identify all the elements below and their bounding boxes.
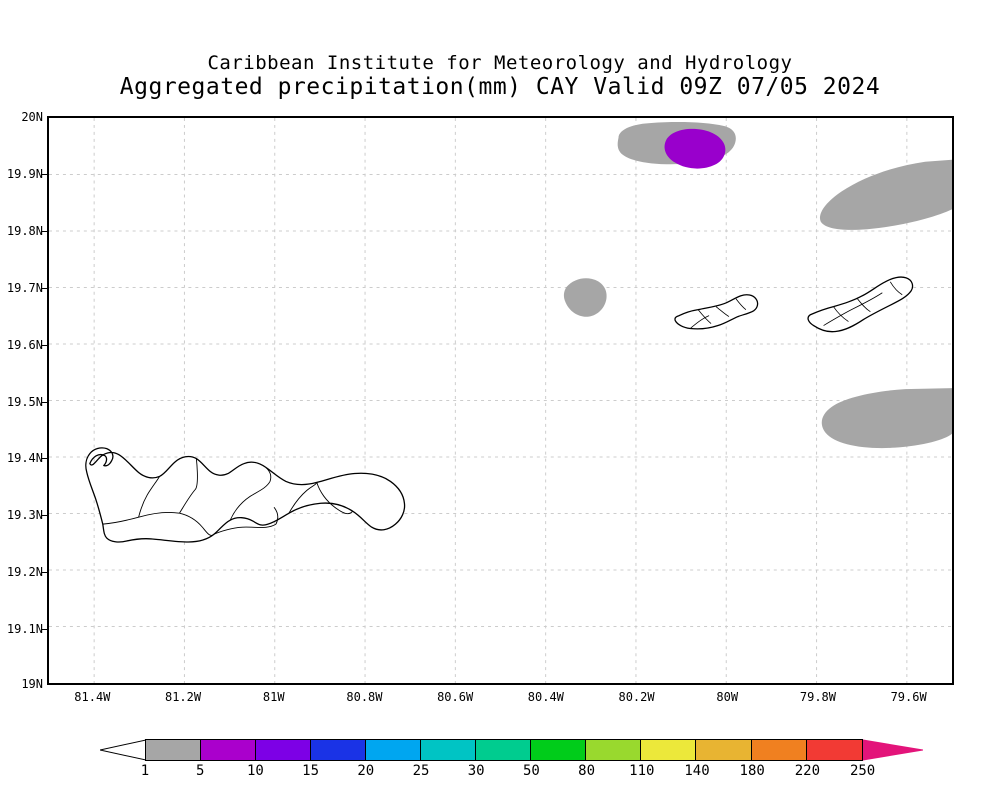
x-tick-81-2w: 81.2W: [164, 690, 202, 704]
colorbar-tick-220: 220: [794, 763, 821, 779]
colorbar-tick-250: 250: [849, 763, 876, 779]
page-title: Aggregated precipitation(mm) CAY Valid 0…: [119, 74, 881, 100]
map-gridlines: [49, 118, 952, 683]
colorbar-over-arrow-icon: [862, 739, 923, 761]
colorbar-band-7[interactable]: [531, 740, 587, 760]
colorbar-band-3[interactable]: [311, 740, 367, 760]
y-tick-19-6n: 19.6N: [6, 337, 43, 352]
colorbar-tick-5: 5: [195, 763, 205, 779]
island-little-cayman: [674, 294, 759, 330]
colorbar-tick-140: 140: [684, 763, 710, 779]
x-tick-80-2w: 80.2W: [618, 690, 655, 704]
little-cayman-detail: [689, 298, 747, 329]
colorbar-tick-180: 180: [739, 763, 765, 779]
colorbar-tick-110: 110: [629, 763, 655, 779]
colorbar-band-0[interactable]: [146, 740, 202, 760]
colorbar-bands[interactable]: [145, 739, 863, 761]
y-tick-19-7n: 19.7N: [6, 280, 43, 295]
colorbar-band-12[interactable]: [806, 740, 862, 760]
map-plot-area[interactable]: [47, 116, 954, 685]
y-tick-19-2n: 19.2N: [6, 565, 43, 580]
colorbar-band-10[interactable]: [696, 740, 752, 760]
colorbar-tick-50: 50: [522, 763, 540, 779]
colorbar-tick-1: 1: [140, 763, 150, 779]
x-tick-80-8w: 80.8W: [346, 690, 383, 704]
grand-cayman-districts: [102, 458, 354, 536]
cayman-brac-detail: [823, 281, 903, 326]
colorbar-tick-25: 25: [412, 763, 430, 779]
island-cayman-brac: [807, 276, 914, 333]
gray-blob-central: [563, 278, 607, 317]
y-tick-19-3n: 19.3N: [6, 508, 43, 523]
precip-band-5-10mm: [664, 128, 726, 169]
colorbar-tick-20: 20: [357, 763, 375, 779]
colorbar[interactable]: 1 5 10 15 20 25 30 50 80 110 140 180 220…: [100, 739, 923, 779]
x-tick-80w: 80W: [716, 690, 739, 704]
colorbar-under-arrow-icon: [100, 739, 146, 761]
colorbar-band-6[interactable]: [476, 740, 532, 760]
island-grand-cayman: [85, 447, 406, 543]
y-tick-19n: 19N: [21, 677, 43, 691]
magenta-core-north: [664, 128, 726, 169]
y-tick-19-9n: 19.9N: [6, 166, 43, 181]
colorbar-band-11[interactable]: [751, 740, 807, 760]
colorbar-band-5[interactable]: [421, 740, 477, 760]
precipitation-map: [49, 118, 952, 683]
chart-title-block: Caribbean Institute for Meteorology and …: [0, 52, 1000, 100]
y-tick-19-4n: 19.4N: [6, 451, 43, 466]
x-tick-79-6w: 79.6W: [890, 690, 927, 704]
colorbar-band-1[interactable]: [201, 740, 257, 760]
colorbar-band-2[interactable]: [256, 740, 312, 760]
colorbar-tick-15: 15: [302, 763, 320, 779]
island-coastlines: [85, 276, 914, 543]
y-tick-20n: 20N: [21, 110, 43, 124]
x-tick-79-8w: 79.8W: [799, 690, 836, 704]
y-tick-19-5n: 19.5N: [6, 394, 43, 409]
colorbar-band-8[interactable]: [586, 740, 642, 760]
x-tick-81w: 81W: [262, 690, 285, 704]
colorbar-tick-10: 10: [246, 763, 264, 779]
x-tick-80-6w: 80.6W: [437, 690, 474, 704]
colorbar-tick-30: 30: [467, 763, 485, 779]
gray-blob-northeast: [819, 159, 952, 230]
x-tick-81-4w: 81.4W: [74, 690, 111, 704]
colorbar-band-9[interactable]: [641, 740, 697, 760]
institute-title: Caribbean Institute for Meteorology and …: [207, 52, 793, 74]
gray-blob-southeast: [821, 388, 952, 449]
colorbar-tick-80: 80: [578, 763, 596, 779]
colorbar-band-4[interactable]: [366, 740, 422, 760]
y-tick-19-1n: 19.1N: [6, 622, 43, 637]
x-tick-80-4w: 80.4W: [527, 690, 564, 704]
y-tick-19-8n: 19.8N: [6, 223, 43, 238]
